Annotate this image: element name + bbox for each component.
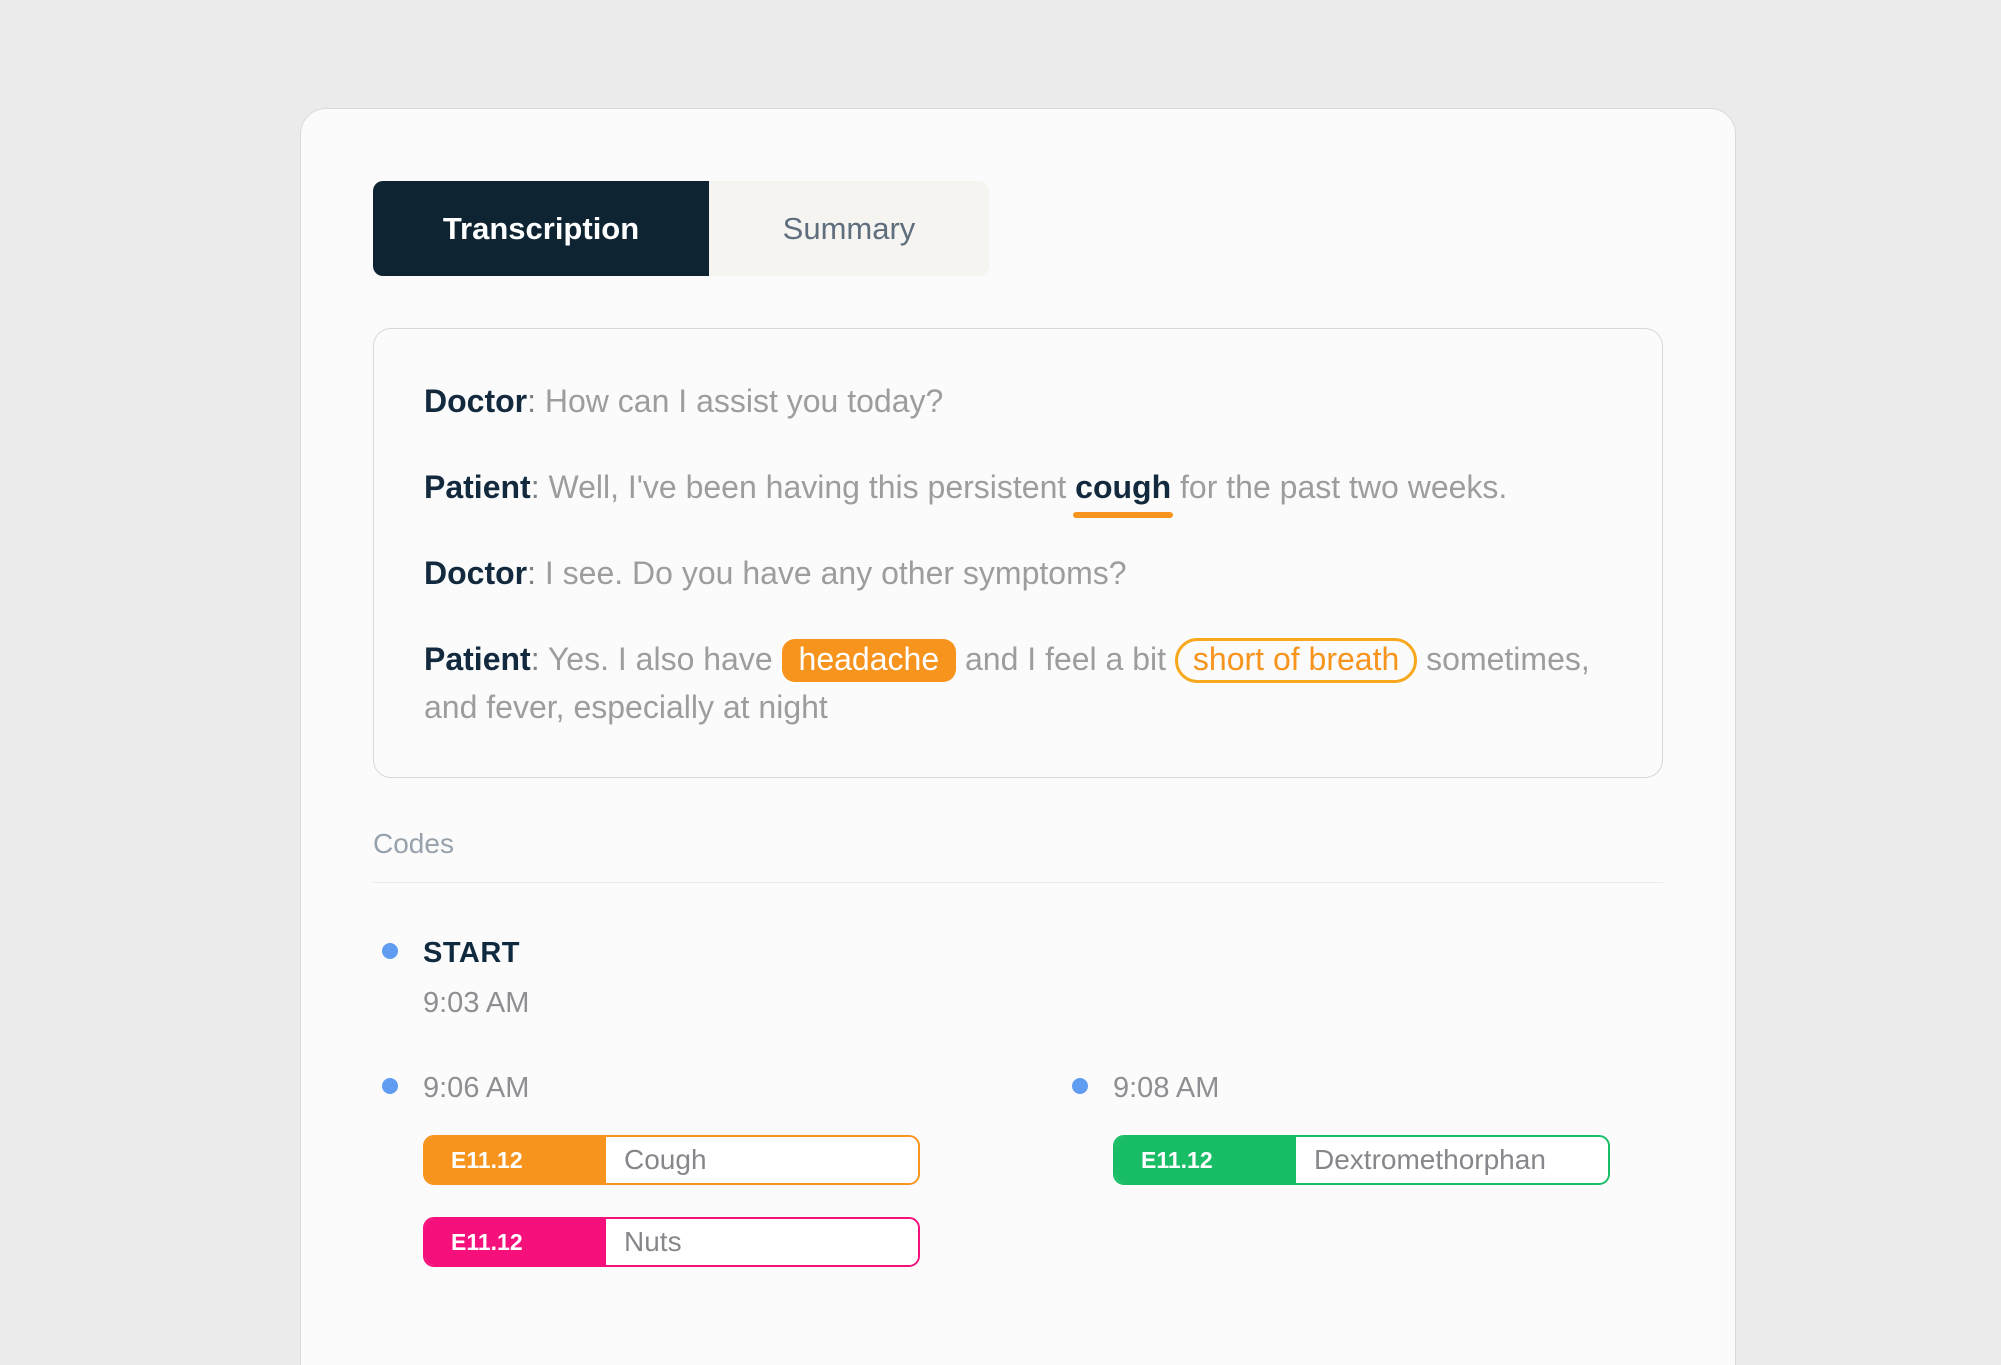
event-time: 9:08 AM	[1113, 1072, 1220, 1104]
main-panel: Transcription Summary Doctor: How can I …	[300, 108, 1736, 1365]
speaker-label: Patient	[424, 469, 531, 505]
tab-transcription[interactable]: Transcription	[373, 181, 709, 276]
dialogue-text: and I feel a bit	[956, 641, 1175, 677]
tab-summary[interactable]: Summary	[709, 181, 989, 276]
code-badge-value: Dextromethorphan	[1296, 1137, 1608, 1183]
timeline-event-908: 9:08 AM E11.12 Dextromethorphan	[1063, 1072, 1663, 1267]
code-badge-code: E11.12	[1115, 1137, 1296, 1183]
speaker-colon: :	[527, 383, 536, 419]
dialogue-text: for the past two weeks.	[1171, 469, 1508, 505]
event-start-time: 9:03 AM	[423, 987, 530, 1019]
speaker-label: Doctor	[424, 383, 528, 419]
code-badge-code: E11.12	[425, 1219, 606, 1265]
transcript-line: Patient: Yes. I also have headache and I…	[424, 635, 1612, 731]
code-badge-dextromethorphan[interactable]: E11.12 Dextromethorphan	[1113, 1135, 1610, 1185]
highlight-cough[interactable]: cough	[1073, 463, 1174, 518]
transcript-line: Doctor: I see. Do you have any other sym…	[424, 549, 1612, 597]
code-badge-value: Nuts	[606, 1219, 918, 1265]
transcript-line: Patient: Well, I've been having this per…	[424, 463, 1612, 518]
transcript-box: Doctor: How can I assist you today? Pati…	[373, 328, 1663, 778]
dialogue-text: Well, I've been having this persistent	[539, 469, 1076, 505]
timeline-event-start: START 9:03 AM	[373, 937, 1663, 1020]
speaker-colon: :	[530, 469, 540, 505]
code-badge-code: E11.12	[425, 1137, 606, 1183]
timeline-dot-icon	[382, 1078, 398, 1094]
tab-bar: Transcription Summary	[373, 181, 989, 276]
event-start-title: START	[423, 937, 521, 969]
codes-timeline: START 9:03 AM 9:06 AM E11.12 Cough E11.1…	[373, 937, 1663, 1267]
speaker-label: Doctor	[424, 555, 528, 591]
code-badge-nuts[interactable]: E11.12 Nuts	[423, 1217, 920, 1267]
codes-divider	[373, 882, 1663, 883]
event-time: 9:06 AM	[423, 1072, 530, 1104]
dialogue-text: Yes. I also have	[539, 641, 782, 677]
highlight-headache[interactable]: headache	[781, 639, 957, 682]
timeline-dot-icon	[1072, 1078, 1088, 1094]
dialogue-text: How can I assist you today?	[536, 383, 944, 419]
dialogue-text: I see. Do you have any other symptoms?	[536, 555, 1127, 591]
codes-section-label: Codes	[373, 828, 454, 859]
speaker-colon: :	[530, 641, 540, 677]
transcript-line: Doctor: How can I assist you today?	[424, 377, 1612, 425]
speaker-colon: :	[527, 555, 536, 591]
code-badge-value: Cough	[606, 1137, 918, 1183]
speaker-label: Patient	[424, 641, 531, 677]
timeline-event-906: 9:06 AM E11.12 Cough E11.12 Nuts	[373, 1072, 1063, 1267]
code-badge-cough[interactable]: E11.12 Cough	[423, 1135, 920, 1185]
timeline-dot-icon	[382, 943, 398, 959]
highlight-short-of-breath[interactable]: short of breath	[1174, 638, 1418, 683]
dialogue-text: sometimes, and fever, especially at nigh…	[424, 641, 1590, 725]
